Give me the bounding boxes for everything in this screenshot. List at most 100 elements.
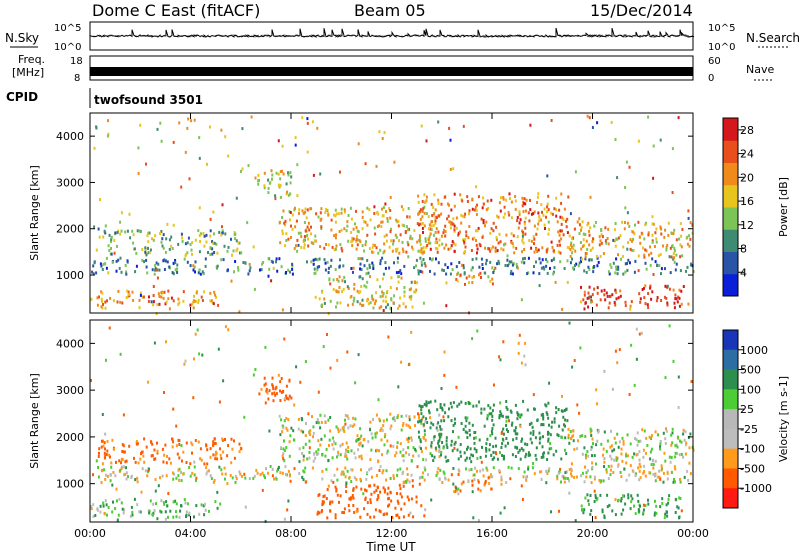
- scatter-cell: [203, 462, 206, 466]
- noise-cell: [103, 456, 106, 460]
- scatter-cell: [167, 297, 170, 301]
- colorbar-swatch: [723, 251, 738, 275]
- scatter-cell: [674, 511, 677, 514]
- scatter-cell: [481, 235, 484, 239]
- scatter-cell: [417, 212, 420, 216]
- scatter-cell: [308, 228, 311, 232]
- scatter-cell: [595, 462, 597, 466]
- scatter-cell: [438, 243, 441, 247]
- scatter-cell: [572, 247, 575, 251]
- scatter-cell: [407, 228, 410, 232]
- scatter-cell: [114, 231, 117, 235]
- scatter-cell: [462, 428, 465, 431]
- scatter-cell: [498, 261, 501, 265]
- scatter-cell: [518, 414, 521, 418]
- scatter-cell: [571, 237, 573, 241]
- scatter-cell: [166, 504, 169, 508]
- scatter-cell: [673, 301, 676, 305]
- scatter-cell: [439, 427, 442, 431]
- scatter-cell: [572, 266, 574, 270]
- scatter-cell: [219, 502, 222, 506]
- scatter-cell: [433, 455, 436, 459]
- scatter-cell: [609, 468, 612, 472]
- scatter-cell: [459, 273, 462, 277]
- noise-cell: [576, 403, 579, 407]
- scatter-cell: [463, 271, 466, 275]
- noise-cell: [377, 398, 380, 402]
- scatter-cell: [673, 478, 675, 481]
- scatter-cell: [92, 473, 94, 477]
- scatter-cell: [336, 467, 339, 471]
- scatter-cell: [361, 215, 364, 219]
- scatter-cell: [462, 264, 465, 268]
- scatter-cell: [421, 475, 424, 479]
- scatter-cell: [107, 244, 110, 248]
- scatter-cell: [606, 237, 609, 240]
- scatter-cell: [366, 471, 369, 475]
- noise-cell: [625, 160, 628, 164]
- noise-cell: [566, 280, 569, 284]
- scatter-cell: [283, 449, 286, 452]
- scatter-cell: [309, 433, 312, 436]
- scatter-cell: [284, 219, 287, 223]
- scatter-cell: [562, 233, 565, 237]
- scatter-cell: [351, 236, 354, 240]
- scatter-cell: [235, 239, 238, 243]
- scatter-cell: [545, 469, 548, 473]
- noise-cell: [473, 478, 476, 482]
- scatter-cell: [533, 224, 536, 228]
- scatter-cell: [408, 215, 411, 219]
- noise-cell: [610, 120, 613, 124]
- scatter-cell: [537, 192, 540, 196]
- noise-cell: [295, 365, 298, 369]
- scatter-cell: [373, 515, 376, 519]
- noise-cell: [618, 348, 621, 352]
- x-tick-label: 04:00: [175, 527, 207, 540]
- scatter-cell: [385, 418, 388, 422]
- scatter-cell: [177, 468, 180, 472]
- scatter-cell: [361, 244, 364, 248]
- scatter-cell: [470, 468, 473, 471]
- colorbar-swatch: [723, 468, 738, 489]
- noise-cell: [111, 483, 114, 487]
- scatter-cell: [318, 493, 321, 497]
- scatter-cell: [154, 264, 157, 267]
- scatter-cell: [546, 458, 549, 461]
- velocity-colorbar-swatches: [723, 330, 738, 509]
- scatter-cell: [214, 293, 217, 297]
- scatter-cell: [284, 223, 287, 227]
- power-ylabel: Slant Range [km]: [28, 165, 41, 261]
- scatter-cell: [103, 451, 106, 455]
- scatter-cell: [389, 286, 392, 289]
- scatter-cell: [580, 474, 582, 478]
- scatter-cell: [505, 437, 508, 440]
- noise-cell: [393, 160, 396, 164]
- scatter-cell: [441, 481, 444, 484]
- scatter-cell: [519, 457, 522, 461]
- scatter-cell: [172, 299, 175, 303]
- scatter-cell: [158, 295, 161, 298]
- scatter-cell: [304, 207, 307, 211]
- scatter-cell: [468, 274, 471, 278]
- scatter-cell: [318, 257, 321, 261]
- scatter-cell: [569, 430, 572, 433]
- scatter-cell: [270, 169, 273, 173]
- scatter-cell: [586, 296, 589, 300]
- scatter-cell: [227, 245, 230, 249]
- scatter-cell: [101, 462, 104, 466]
- scatter-cell: [415, 258, 418, 262]
- scatter-cell: [538, 215, 541, 219]
- scatter-cell: [433, 435, 436, 439]
- noise-cell: [666, 284, 669, 288]
- scatter-cell: [418, 435, 421, 439]
- scatter-cell: [464, 245, 467, 249]
- scatter-cell: [402, 448, 405, 452]
- scatter-cell: [495, 238, 498, 242]
- scatter-cell: [197, 298, 200, 302]
- scatter-cell: [436, 470, 439, 474]
- nave-tick-top: 60: [708, 56, 721, 67]
- scatter-cell: [679, 255, 682, 259]
- scatter-cell: [654, 474, 656, 478]
- scatter-cell: [366, 223, 369, 227]
